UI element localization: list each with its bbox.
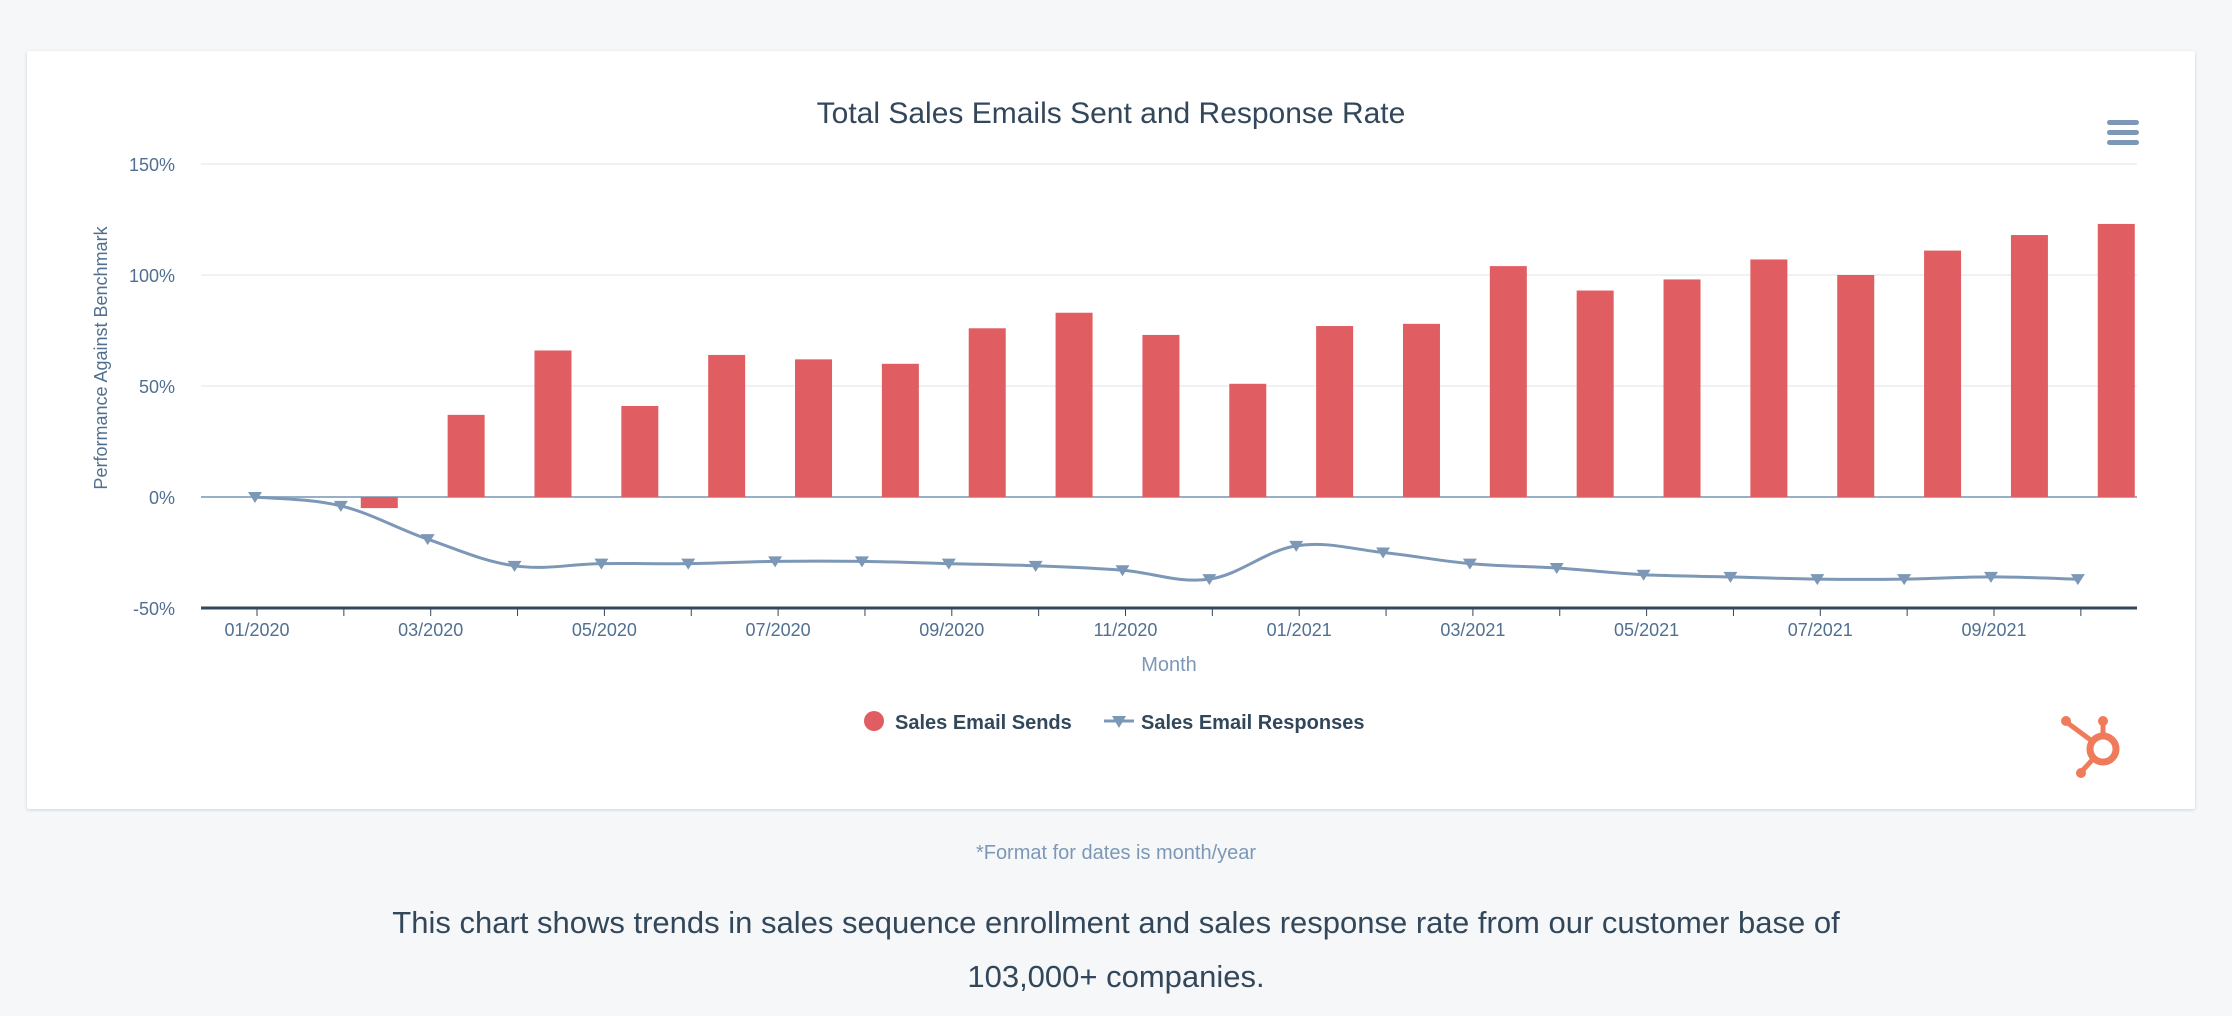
bar-sales-email-sends[interactable] [881,363,919,497]
point-sales-email-responses[interactable] [248,492,262,503]
x-tick-label: 11/2020 [1094,620,1158,640]
legend-sends-marker [864,711,884,731]
x-tick-label: 05/2021 [1614,620,1679,640]
bar-sales-email-sends[interactable] [1229,383,1267,497]
chart-legend: Sales Email Sends Sales Email Responses [864,711,1364,734]
date-format-footnote: *Format for dates is month/year [975,842,1257,864]
point-sales-email-responses[interactable] [420,534,435,546]
point-sales-email-responses[interactable] [594,558,609,570]
chart-title: Total Sales Emails Sent and Response Rat… [817,97,1406,130]
x-tick-label: 05/2020 [572,620,637,640]
point-sales-email-responses[interactable] [1115,565,1130,577]
bar-sales-email-sends[interactable] [1576,290,1614,497]
legend-item-responses[interactable]: Sales Email Responses [1104,712,1364,734]
x-tick-label: 09/2020 [919,620,984,640]
point-sales-email-responses[interactable] [1289,540,1304,552]
point-sales-email-responses[interactable] [1462,558,1477,570]
x-tick-label: 07/2020 [746,620,811,640]
point-sales-email-responses[interactable] [1897,574,1912,586]
point-sales-email-responses[interactable] [941,558,956,570]
x-axis-label: Month [1141,654,1197,676]
bar-sales-email-sends[interactable] [968,328,1006,497]
point-sales-email-responses[interactable] [2070,574,2085,586]
x-tick-label: 07/2021 [1788,620,1853,640]
x-tick-label: 03/2020 [398,620,463,640]
point-sales-email-responses[interactable] [1376,547,1391,559]
chart-menu-button[interactable] [2103,115,2143,149]
x-tick-label: 01/2020 [224,620,289,640]
legend-responses-label: Sales Email Responses [1141,712,1364,734]
y-tick-label: 100% [129,266,175,286]
point-sales-email-responses[interactable] [768,556,783,568]
point-sales-email-responses[interactable] [854,556,869,568]
chart-description: This chart shows trends in sales sequenc… [392,905,1840,994]
point-sales-email-responses[interactable] [1028,560,1043,572]
x-tick-label: 03/2021 [1440,620,1505,640]
legend-sends-label: Sales Email Sends [895,712,1072,734]
bar-sales-email-sends[interactable] [534,350,572,497]
point-sales-email-responses[interactable] [1723,571,1738,583]
y-tick-label: 150% [129,155,175,175]
line-sales-email-responses [254,495,2078,582]
y-tick-label: 0% [149,488,175,508]
bar-sales-email-sends[interactable] [795,359,833,497]
legend-item-sends[interactable]: Sales Email Sends [864,711,1072,734]
x-tick-label: 09/2021 [1961,620,2026,640]
bar-sales-email-sends[interactable] [2097,223,2135,497]
bar-sales-email-sends[interactable] [621,405,659,497]
hubspot-sprocket-icon [2061,716,2120,778]
hamburger-menu-icon [2107,120,2139,125]
bar-sales-email-sends[interactable] [1402,323,1440,497]
legend-responses-marker [1112,716,1126,728]
y-axis-label: Performance Against Benchmark [91,225,111,489]
bar-sales-email-sends[interactable] [447,414,485,497]
point-sales-email-responses[interactable] [1549,563,1564,575]
y-tick-label: 50% [139,377,175,397]
bar-sales-email-sends[interactable] [1055,312,1093,497]
x-tick-label: 01/2021 [1267,620,1332,640]
chart-plot: Total Sales Emails Sent and Response Rat… [91,97,2137,734]
bar-sales-email-sends[interactable] [360,497,398,509]
bar-sales-email-sends[interactable] [1142,334,1180,497]
point-sales-email-responses[interactable] [1810,574,1825,586]
bar-sales-email-sends[interactable] [2010,235,2048,498]
bar-sales-email-sends[interactable] [1837,275,1875,497]
point-sales-email-responses[interactable] [1636,569,1651,581]
bar-sales-email-sends[interactable] [1750,259,1788,497]
bar-sales-email-sends[interactable] [1316,326,1354,497]
bar-sales-email-sends[interactable] [1489,266,1527,497]
chart-card: Total Sales Emails Sent and Response Rat… [27,51,2195,809]
point-sales-email-responses[interactable] [1202,574,1217,586]
point-sales-email-responses[interactable] [333,500,348,512]
point-sales-email-responses[interactable] [1984,571,1998,583]
bar-sales-email-sends[interactable] [708,354,746,497]
point-sales-email-responses[interactable] [507,560,522,572]
point-sales-email-responses[interactable] [681,558,696,570]
bar-sales-email-sends[interactable] [1924,250,1962,497]
y-tick-label: -50% [133,599,175,619]
bar-sales-email-sends[interactable] [1663,279,1701,497]
